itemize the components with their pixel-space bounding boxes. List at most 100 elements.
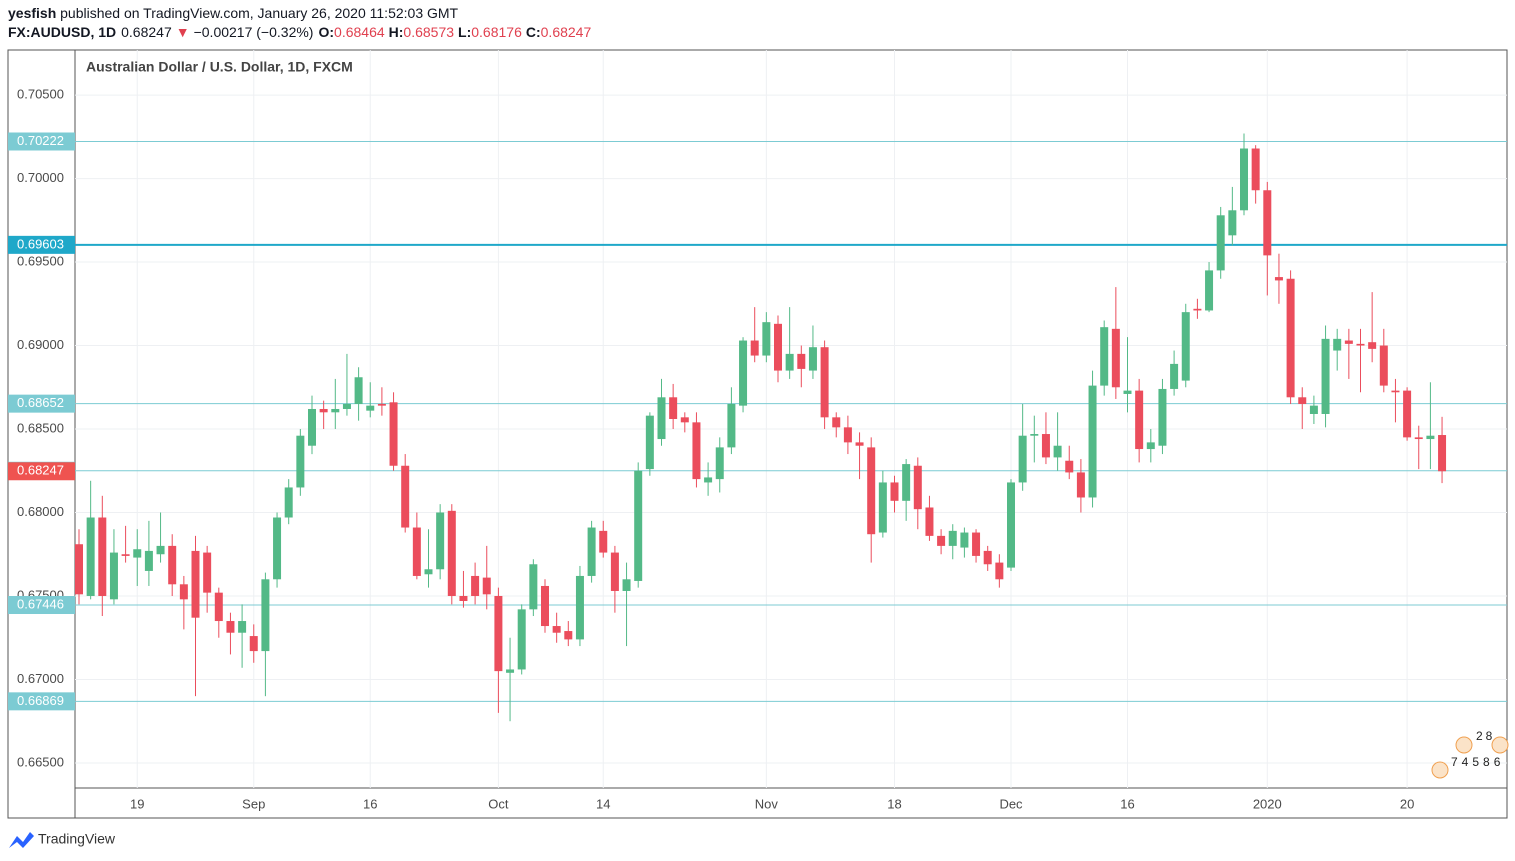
body bbox=[1403, 390, 1412, 438]
body bbox=[867, 447, 876, 535]
x-tick-label: 19 bbox=[130, 796, 144, 811]
x-tick-label: Nov bbox=[755, 796, 779, 811]
body bbox=[960, 532, 969, 548]
l-key: L: bbox=[458, 24, 471, 40]
level-label: 0.66869 bbox=[17, 693, 64, 708]
body bbox=[669, 397, 678, 419]
body bbox=[925, 507, 934, 536]
body bbox=[284, 487, 293, 518]
level-label-bg bbox=[8, 235, 75, 254]
body bbox=[261, 579, 270, 652]
x-tick-label: 18 bbox=[887, 796, 901, 811]
body bbox=[820, 347, 829, 418]
body bbox=[529, 564, 538, 610]
body bbox=[855, 442, 864, 446]
body bbox=[156, 545, 165, 555]
axis-labels: 0.665000.670000.675000.680000.685000.690… bbox=[8, 87, 1414, 811]
body bbox=[937, 535, 946, 546]
author: yesfish bbox=[8, 5, 56, 21]
body bbox=[913, 465, 922, 510]
body bbox=[133, 549, 142, 558]
body bbox=[203, 552, 212, 593]
body bbox=[179, 584, 188, 600]
published: published on TradingView.com, January 26… bbox=[56, 5, 458, 21]
x-tick-label: Dec bbox=[999, 796, 1023, 811]
body bbox=[1100, 327, 1109, 386]
body bbox=[634, 470, 643, 581]
o: 0.68464 bbox=[334, 24, 385, 40]
event-label: 28 bbox=[1476, 729, 1495, 743]
body bbox=[1438, 435, 1447, 472]
last-price-bg bbox=[8, 462, 75, 481]
body bbox=[739, 340, 748, 406]
c-key: C: bbox=[526, 24, 541, 40]
body bbox=[168, 545, 177, 585]
body bbox=[401, 465, 410, 528]
body bbox=[785, 353, 794, 371]
body bbox=[1251, 148, 1260, 191]
h: 0.68573 bbox=[403, 24, 454, 40]
body bbox=[1298, 397, 1307, 404]
chart-title: Australian Dollar / U.S. Dollar, 1D, FXC… bbox=[86, 59, 353, 75]
x-tick-label: Sep bbox=[242, 796, 265, 811]
body bbox=[109, 552, 118, 600]
body bbox=[214, 592, 223, 622]
body bbox=[121, 554, 130, 556]
body bbox=[948, 530, 957, 546]
publish-line: yesfish published on TradingView.com, Ja… bbox=[8, 5, 459, 21]
logo-icon bbox=[9, 832, 34, 848]
body bbox=[308, 408, 316, 446]
body bbox=[506, 669, 515, 673]
event-label: 74586 bbox=[1451, 755, 1504, 769]
event-icon bbox=[1431, 761, 1449, 779]
level-label-bg bbox=[8, 692, 75, 711]
x-tick-label: 20 bbox=[1400, 796, 1414, 811]
body bbox=[319, 408, 328, 413]
change: −0.00217 (−0.32%) bbox=[194, 24, 314, 40]
body bbox=[98, 517, 107, 596]
body bbox=[1123, 390, 1132, 394]
x-tick-label: 16 bbox=[363, 796, 377, 811]
body bbox=[1158, 388, 1167, 446]
body bbox=[1414, 437, 1423, 440]
body bbox=[1286, 278, 1295, 398]
body bbox=[972, 532, 981, 556]
body bbox=[890, 482, 899, 501]
level-label-bg bbox=[8, 596, 75, 615]
body bbox=[296, 435, 305, 488]
body bbox=[541, 585, 549, 627]
y-tick-label: 0.70000 bbox=[17, 170, 64, 185]
body bbox=[1076, 472, 1085, 498]
body bbox=[692, 422, 701, 480]
body bbox=[762, 322, 771, 356]
body bbox=[377, 403, 386, 406]
l: 0.68176 bbox=[471, 24, 522, 40]
body bbox=[715, 447, 724, 480]
body bbox=[1274, 277, 1283, 281]
body bbox=[1018, 435, 1027, 483]
h-key: H: bbox=[389, 24, 404, 40]
body bbox=[902, 464, 911, 501]
x-tick-label: 2020 bbox=[1253, 796, 1282, 811]
body bbox=[249, 636, 258, 652]
level-label: 0.67446 bbox=[17, 596, 64, 611]
body bbox=[459, 595, 468, 601]
body bbox=[797, 353, 806, 369]
body bbox=[1205, 270, 1214, 311]
y-tick-label: 0.68000 bbox=[17, 504, 64, 519]
body bbox=[1193, 308, 1202, 311]
event-icon bbox=[1455, 736, 1473, 754]
body bbox=[1263, 190, 1272, 256]
body bbox=[412, 527, 421, 576]
body bbox=[983, 550, 992, 565]
body bbox=[436, 512, 445, 570]
frame bbox=[7, 49, 1508, 819]
candles bbox=[75, 133, 1447, 722]
body bbox=[1228, 210, 1237, 236]
body bbox=[832, 417, 841, 428]
event-markers: 28 74586 bbox=[1431, 729, 1509, 779]
body bbox=[1391, 390, 1400, 393]
body bbox=[191, 550, 200, 618]
body bbox=[354, 377, 363, 404]
body bbox=[1111, 328, 1120, 388]
